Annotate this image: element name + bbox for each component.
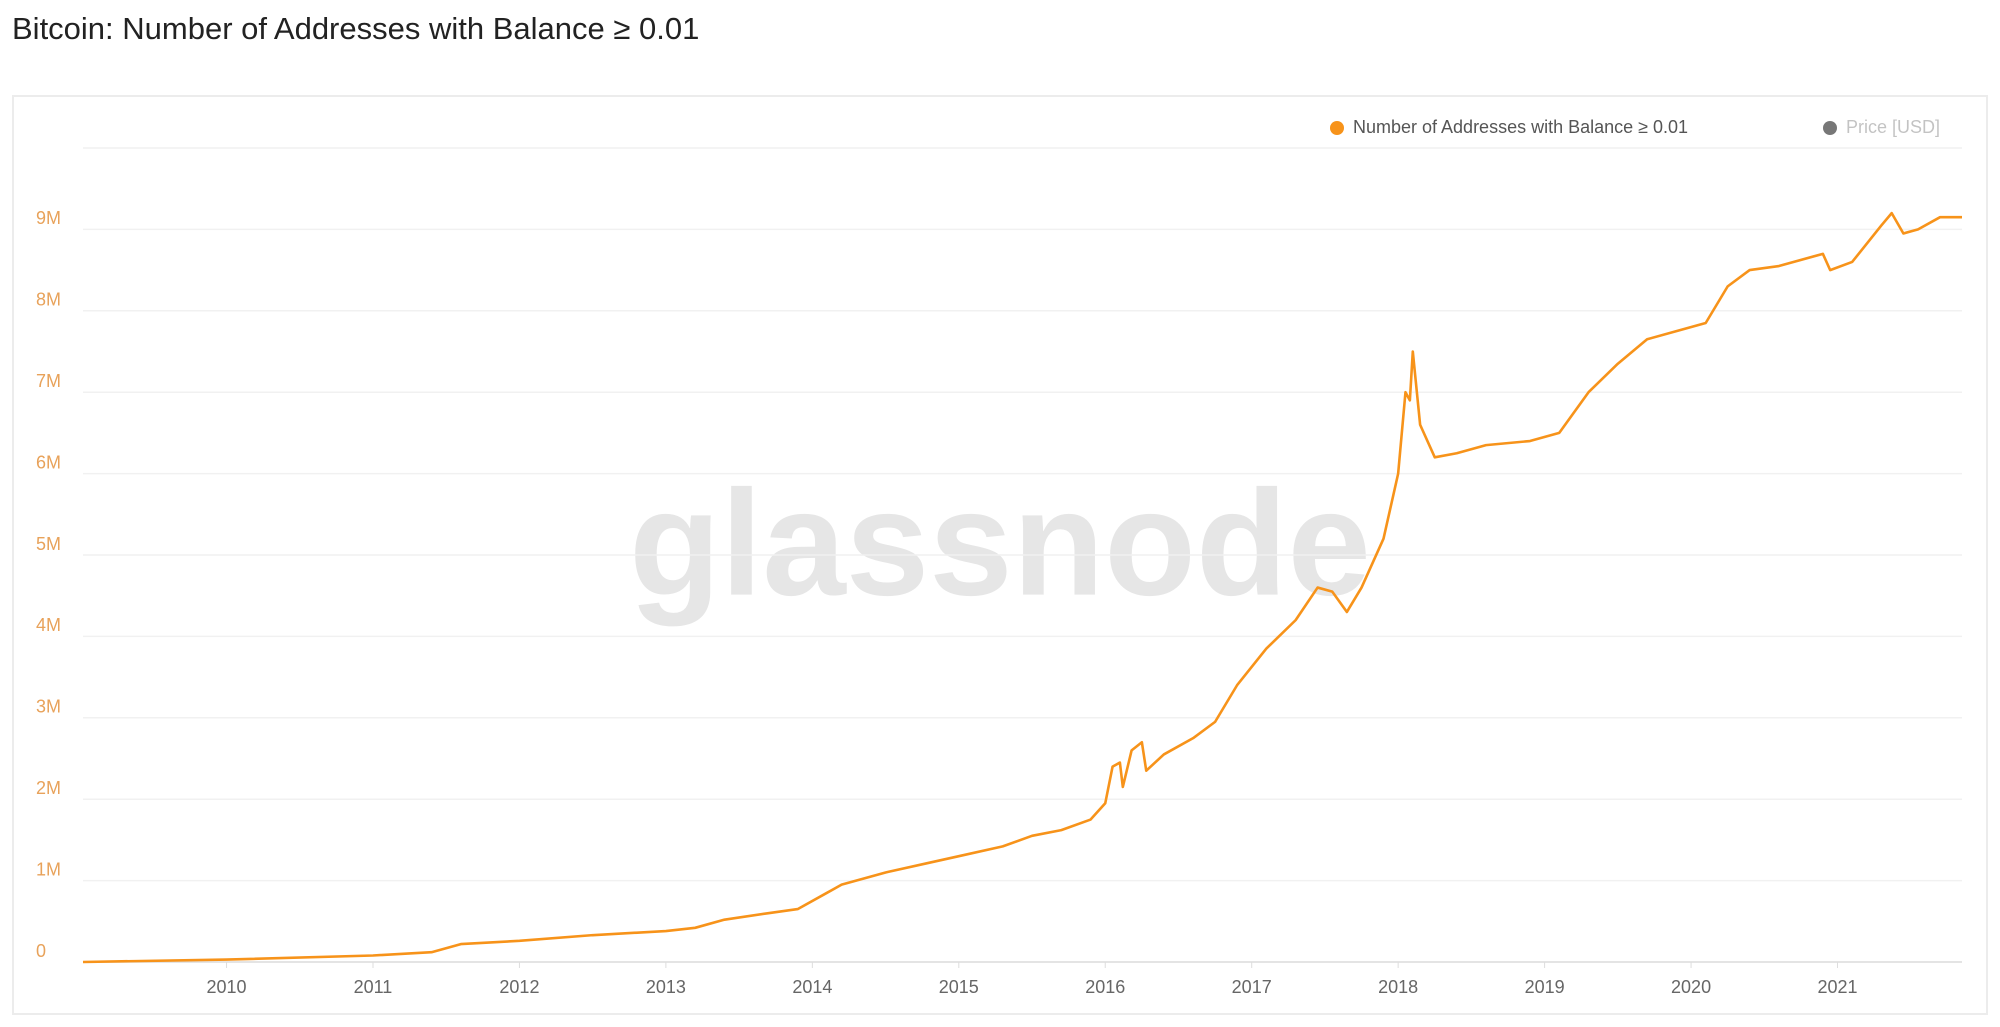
- x-tick-label: 2018: [1378, 977, 1418, 997]
- x-tick-label: 2013: [646, 977, 686, 997]
- legend-label: Number of Addresses with Balance ≥ 0.01: [1353, 117, 1688, 137]
- x-tick-label: 2021: [1817, 977, 1857, 997]
- legend-marker: [1330, 121, 1344, 135]
- y-tick-label: 6M: [36, 452, 61, 472]
- x-tick-label: 2019: [1525, 977, 1565, 997]
- y-tick-label: 9M: [36, 208, 61, 228]
- y-tick-label: 0: [36, 941, 46, 961]
- legend-marker: [1823, 121, 1837, 135]
- x-tick-label: 2010: [207, 977, 247, 997]
- chart-title: Bitcoin: Number of Addresses with Balanc…: [12, 11, 699, 46]
- y-tick-label: 5M: [36, 534, 61, 554]
- y-tick-label: 4M: [36, 615, 61, 635]
- watermark: glassnode: [629, 459, 1371, 627]
- y-tick-label: 3M: [36, 697, 61, 717]
- x-tick-label: 2015: [939, 977, 979, 997]
- y-tick-label: 1M: [36, 859, 61, 879]
- legend-label: Price [USD]: [1846, 117, 1940, 137]
- y-tick-label: 7M: [36, 371, 61, 391]
- x-tick-label: 2017: [1232, 977, 1272, 997]
- x-tick-label: 2011: [354, 977, 393, 997]
- x-tick-label: 2016: [1085, 977, 1125, 997]
- x-tick-label: 2020: [1671, 977, 1711, 997]
- x-tick-label: 2014: [792, 977, 832, 997]
- y-tick-label: 2M: [36, 778, 61, 798]
- y-tick-label: 8M: [36, 290, 61, 310]
- data-line: [82, 211, 1962, 964]
- x-tick-label: 2012: [499, 977, 539, 997]
